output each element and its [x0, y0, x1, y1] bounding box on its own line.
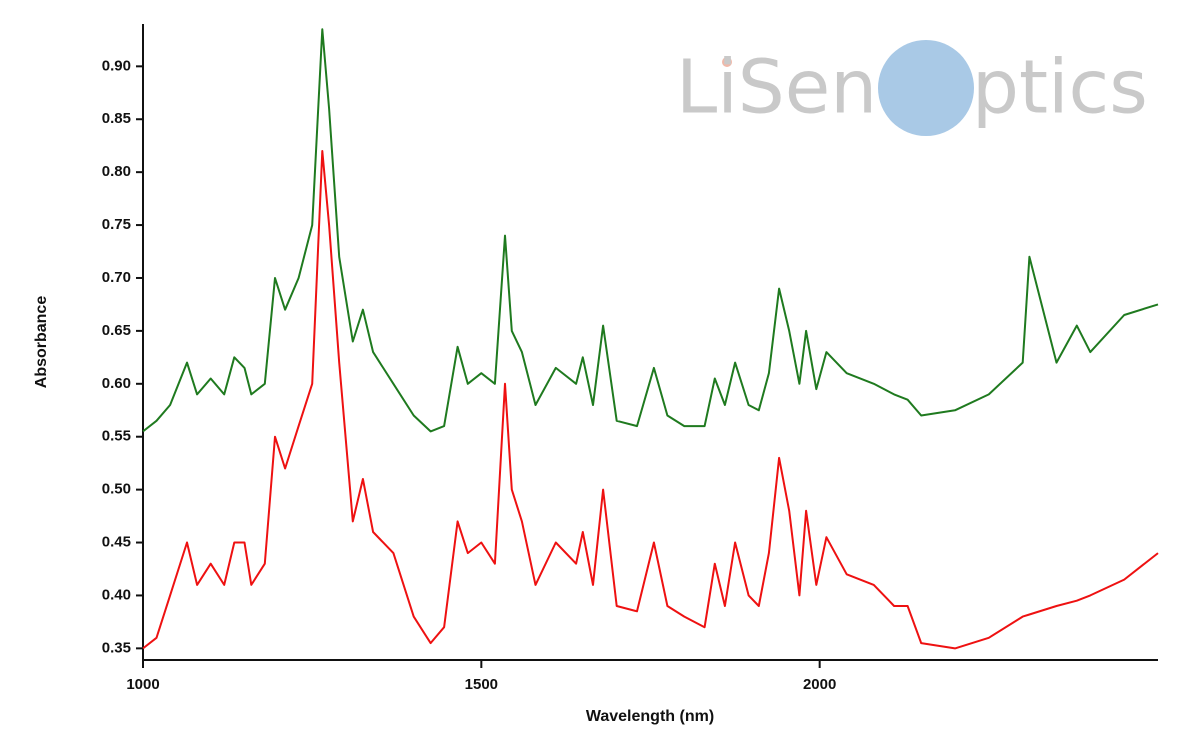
y-tick-label: 0.50: [102, 481, 131, 498]
y-tick-label: 0.70: [102, 269, 131, 286]
logo-dot: [722, 57, 732, 67]
y-tick-label: 0.40: [102, 586, 131, 603]
y-tick-label: 0.90: [102, 57, 131, 74]
y-tick-label: 0.75: [102, 216, 131, 233]
y-tick-label: 0.80: [102, 163, 131, 180]
y-tick-label: 0.65: [102, 322, 131, 339]
y-tick-label: 0.85: [102, 110, 131, 127]
x-tick-label: 1000: [126, 676, 159, 693]
x-tick-label: 2000: [803, 676, 836, 693]
logo-circle: [878, 40, 974, 136]
spectrum-line: [142, 28, 1159, 433]
y-axis-title: Absorbance: [33, 296, 50, 389]
logo-text: LiSen: [676, 45, 877, 131]
spectrum-line: [142, 150, 1159, 650]
y-tick-label: 0.35: [102, 639, 131, 656]
y-tick-label: 0.55: [102, 428, 131, 445]
x-axis-title: Wavelength (nm): [586, 708, 714, 725]
y-tick-label: 0.60: [102, 375, 131, 392]
y-tick-label: 0.45: [102, 534, 131, 551]
logo-text: ptics: [972, 45, 1148, 131]
x-tick-label: 1500: [465, 676, 498, 693]
